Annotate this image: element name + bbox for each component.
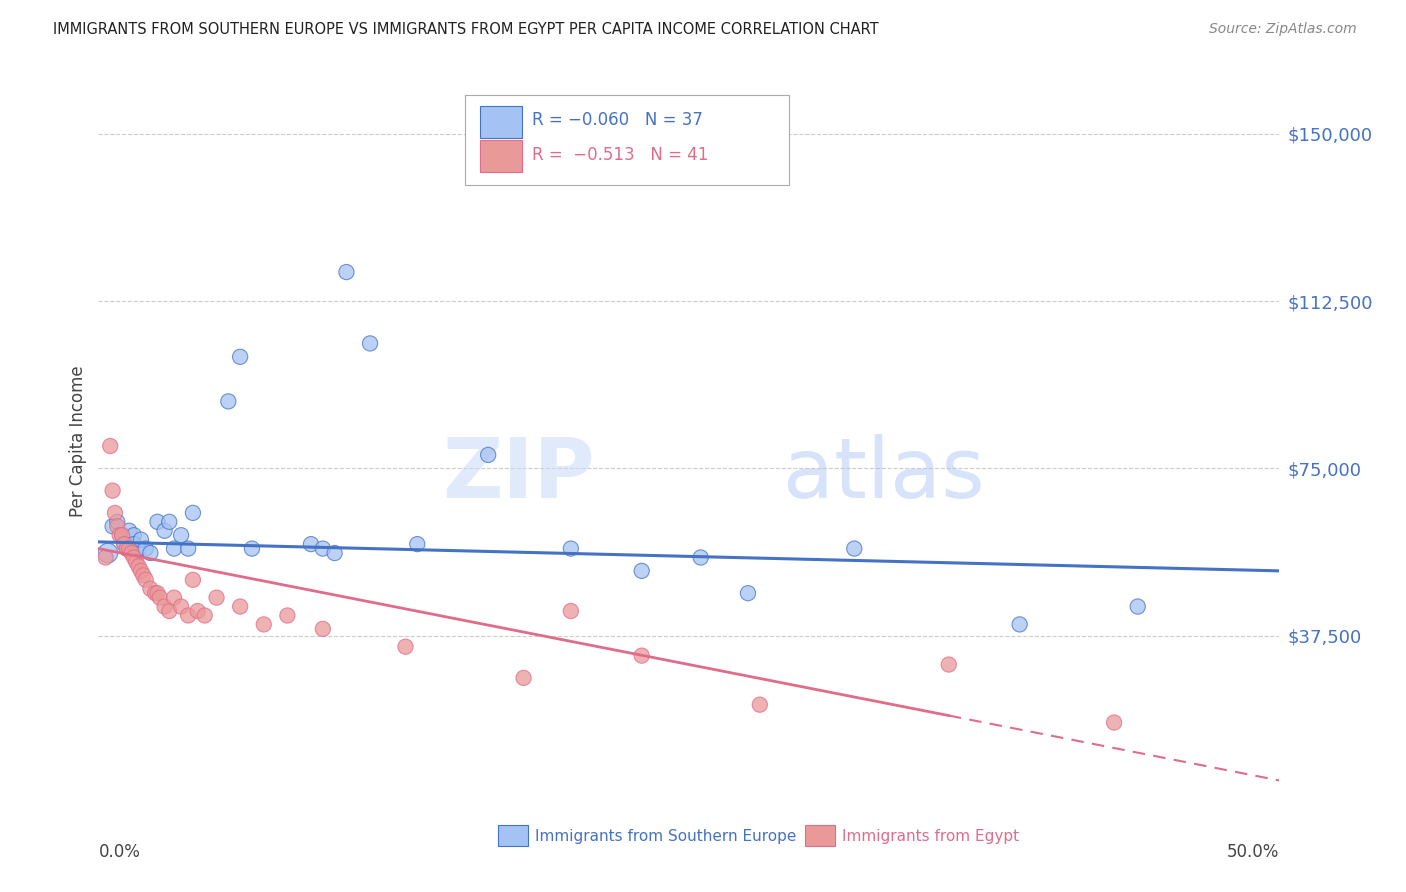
Point [737,586,759,600]
FancyBboxPatch shape [464,95,789,185]
Point [194,608,217,623]
Point [118,524,141,538]
Point [105,519,128,533]
Point [139,582,162,596]
Point [187,604,209,618]
Point [128,541,150,556]
Point [135,573,157,587]
Point [630,564,652,578]
Point [177,608,200,623]
Point [406,537,429,551]
Point [157,604,180,618]
Point [181,573,204,587]
Point [112,537,135,551]
Point [128,559,150,574]
Point [153,599,176,614]
Point [253,617,276,632]
Point [170,528,193,542]
Point [630,648,652,663]
Point [689,550,711,565]
Point [240,541,263,556]
Point [177,541,200,556]
Point [323,546,346,560]
Point [748,698,770,712]
Point [115,541,138,556]
Point [299,537,322,551]
Point [229,599,252,614]
Text: Immigrants from Southern Europe: Immigrants from Southern Europe [536,829,797,844]
Y-axis label: Per Capita Income: Per Capita Income [69,366,87,517]
Point [149,591,172,605]
Point [217,394,239,409]
Point [229,350,252,364]
Text: Immigrants from Egypt: Immigrants from Egypt [842,829,1019,844]
Point [312,622,335,636]
Point [146,515,169,529]
Point [105,515,128,529]
Point [276,608,298,623]
Point [104,506,127,520]
FancyBboxPatch shape [479,106,523,138]
Point [163,591,186,605]
Point [135,541,157,556]
Point [938,657,960,672]
Text: Source: ZipAtlas.com: Source: ZipAtlas.com [1209,22,1357,37]
Point [129,533,152,547]
Point [98,439,121,453]
Point [122,528,145,542]
Text: 50.0%: 50.0% [1227,843,1279,861]
Point [844,541,866,556]
Point [1008,617,1031,632]
FancyBboxPatch shape [804,825,835,847]
Point [129,564,152,578]
Point [132,568,155,582]
Point [157,515,180,529]
Point [335,265,357,279]
Point [143,586,166,600]
Point [118,541,141,556]
Point [394,640,416,654]
Text: R =  −0.513   N = 41: R = −0.513 N = 41 [531,145,709,164]
Point [122,550,145,565]
Point [115,541,138,556]
Point [153,524,176,538]
Point [312,541,335,556]
Point [1102,715,1125,730]
Point [97,546,120,560]
Text: 0.0%: 0.0% [98,843,141,861]
Point [112,537,135,551]
Point [139,546,162,560]
Point [94,550,117,565]
Text: R = −0.060   N = 37: R = −0.060 N = 37 [531,111,703,129]
Point [121,546,143,560]
Text: IMMIGRANTS FROM SOUTHERN EUROPE VS IMMIGRANTS FROM EGYPT PER CAPITA INCOME CORRE: IMMIGRANTS FROM SOUTHERN EUROPE VS IMMIG… [53,22,879,37]
Point [477,448,499,462]
Text: atlas: atlas [783,434,986,515]
Point [108,528,131,542]
Point [122,537,145,551]
FancyBboxPatch shape [498,825,529,847]
Point [359,336,381,351]
Point [125,555,148,569]
Point [101,483,124,498]
Text: ZIP: ZIP [441,434,595,515]
Point [181,506,204,520]
Point [101,519,124,533]
Point [111,528,134,542]
Point [170,599,193,614]
Point [560,604,582,618]
Point [163,541,186,556]
Point [1126,599,1149,614]
Point [560,541,582,556]
Point [512,671,534,685]
Point [111,528,134,542]
Point [146,586,169,600]
Point [205,591,228,605]
FancyBboxPatch shape [479,140,523,172]
